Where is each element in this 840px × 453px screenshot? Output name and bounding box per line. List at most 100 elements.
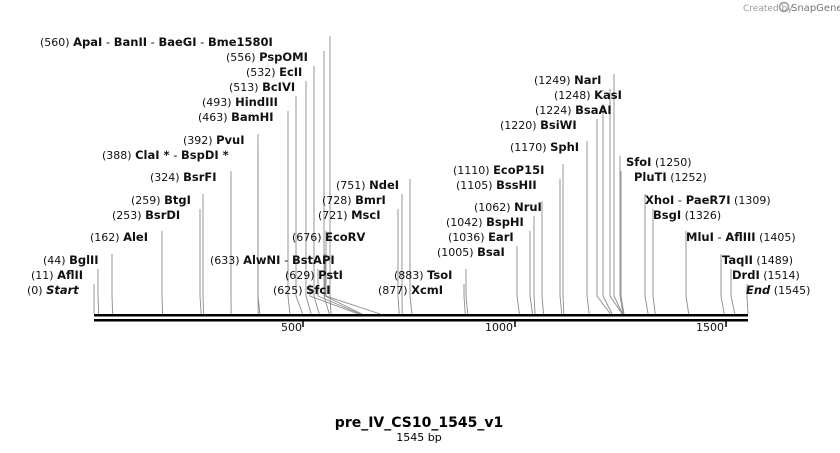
enzyme-name: DrdI <box>732 268 760 282</box>
enzyme-name: AflIII <box>725 230 755 244</box>
enzyme-label: (1110) EcoP15I <box>453 163 544 177</box>
enzyme-label: (1062) NruI <box>474 200 542 214</box>
cut-position: (1105) <box>456 179 493 192</box>
enzyme-label: (324) BsrFI <box>150 170 217 184</box>
enzyme-label: DrdI (1514) <box>732 268 800 282</box>
cut-site-line <box>287 111 291 315</box>
enzyme-separator: - <box>102 35 113 49</box>
cut-site-line <box>720 254 725 315</box>
enzyme-name: BspDI * <box>181 148 229 162</box>
enzyme-label: (1224) BsaAI <box>535 103 612 117</box>
cut-position: (751) <box>336 179 366 192</box>
cut-position: (0) <box>27 284 43 297</box>
cut-site-line <box>111 254 114 315</box>
enzyme-name: Start <box>46 283 79 297</box>
cut-site-line <box>397 209 400 315</box>
cut-site-line <box>465 269 469 315</box>
enzyme-separator: - <box>197 35 208 49</box>
map-length: 1545 bp <box>396 431 441 444</box>
enzyme-label: (253) BsrDI <box>112 208 180 222</box>
enzyme-name: XhoI <box>645 193 674 207</box>
cut-position: (1062) <box>474 201 511 214</box>
enzyme-labels: (560) ApaI - BanII - BaeGI - Bme1580I(55… <box>27 35 810 297</box>
enzyme-name: KasI <box>594 88 622 102</box>
enzyme-label: (1042) BspHI <box>446 215 524 229</box>
cut-site-line <box>596 119 611 315</box>
snapgene-brand-text: SnapGene <box>791 3 840 14</box>
enzyme-label: TaqII (1489) <box>722 253 793 267</box>
enzyme-name: BspHI <box>486 215 524 229</box>
enzyme-label: (728) BmrI <box>322 193 386 207</box>
snapgene-logo-icon <box>778 1 790 13</box>
cut-site-line <box>317 269 361 315</box>
enzyme-name: EcoRV <box>325 230 365 244</box>
cut-site-line <box>295 96 304 315</box>
enzyme-label: (1036) EarI <box>448 230 514 244</box>
cut-position: (625) <box>273 284 303 297</box>
enzyme-name: BmrI <box>355 193 386 207</box>
cut-position: (1036) <box>448 231 485 244</box>
enzyme-name: HindIII <box>235 95 278 109</box>
cut-site-line <box>685 231 690 315</box>
cut-position: (1248) <box>554 89 591 102</box>
enzyme-name: EarI <box>488 230 514 244</box>
cut-site-line <box>161 231 164 315</box>
cut-site-line <box>602 104 613 315</box>
cut-position: (633) <box>210 254 240 267</box>
cut-position: (1249) <box>534 74 571 87</box>
enzyme-name: BaeGI <box>158 35 196 49</box>
cut-site-line <box>516 246 520 315</box>
enzyme-label: (388) ClaI * - BspDI * <box>102 148 229 162</box>
enzyme-label: (877) XcmI <box>378 283 443 297</box>
enzyme-name: SphI <box>550 140 579 154</box>
enzyme-label: XhoI - PaeR7I (1309) <box>645 193 771 207</box>
enzyme-name: BamHI <box>231 110 273 124</box>
enzyme-name: MluI <box>686 230 714 244</box>
enzyme-name: NdeI <box>369 178 399 192</box>
enzyme-separator: - <box>147 35 158 49</box>
enzyme-name: TaqII <box>722 253 753 267</box>
cut-site-line <box>562 164 565 315</box>
cut-site-line <box>620 171 625 315</box>
cut-position: (1514) <box>763 269 800 282</box>
enzyme-name: PspOMI <box>259 50 308 64</box>
enzyme-separator: - <box>280 253 291 267</box>
cut-position: (883) <box>394 269 424 282</box>
cut-position: (162) <box>90 231 120 244</box>
cut-site-line <box>324 254 363 315</box>
cut-position: (532) <box>246 66 276 79</box>
enzyme-name: ApaI <box>73 35 102 49</box>
tick-label-500: 500 <box>281 321 302 334</box>
cut-site-line <box>323 51 330 315</box>
enzyme-name: BtgI <box>164 193 191 207</box>
enzyme-label: (721) MscI <box>318 208 380 222</box>
cut-position: (1252) <box>670 171 707 184</box>
created-by-text: Created by <box>743 4 793 14</box>
cut-position: (493) <box>202 96 232 109</box>
cut-site-line <box>325 231 381 315</box>
enzyme-name: BsrFI <box>183 170 216 184</box>
enzyme-label: (629) PstI <box>285 268 343 282</box>
enzyme-label: (1170) SphI <box>510 140 579 154</box>
cut-position: (1326) <box>685 209 722 222</box>
cut-position: (1170) <box>510 141 547 154</box>
cut-position: (392) <box>183 134 213 147</box>
cut-site-line <box>730 269 736 315</box>
enzyme-name: BssHII <box>496 178 537 192</box>
enzyme-name: BglII <box>69 253 99 267</box>
cut-site-line <box>199 209 202 315</box>
cut-position: (1545) <box>774 284 811 297</box>
cut-position: (463) <box>198 111 228 124</box>
enzyme-label: (463) BamHI <box>198 110 274 124</box>
enzyme-label: (1248) KasI <box>554 88 622 102</box>
cut-site-line <box>329 36 332 315</box>
cut-position: (388) <box>102 149 132 162</box>
cut-position: (728) <box>322 194 352 207</box>
enzyme-name: BstAPI <box>292 253 335 267</box>
enzyme-label: (1220) BsiWI <box>500 118 577 132</box>
cut-position: (556) <box>226 51 256 64</box>
cut-position: (259) <box>131 194 161 207</box>
enzyme-label: (11) AflII <box>31 268 83 282</box>
cut-site-line <box>541 201 544 315</box>
